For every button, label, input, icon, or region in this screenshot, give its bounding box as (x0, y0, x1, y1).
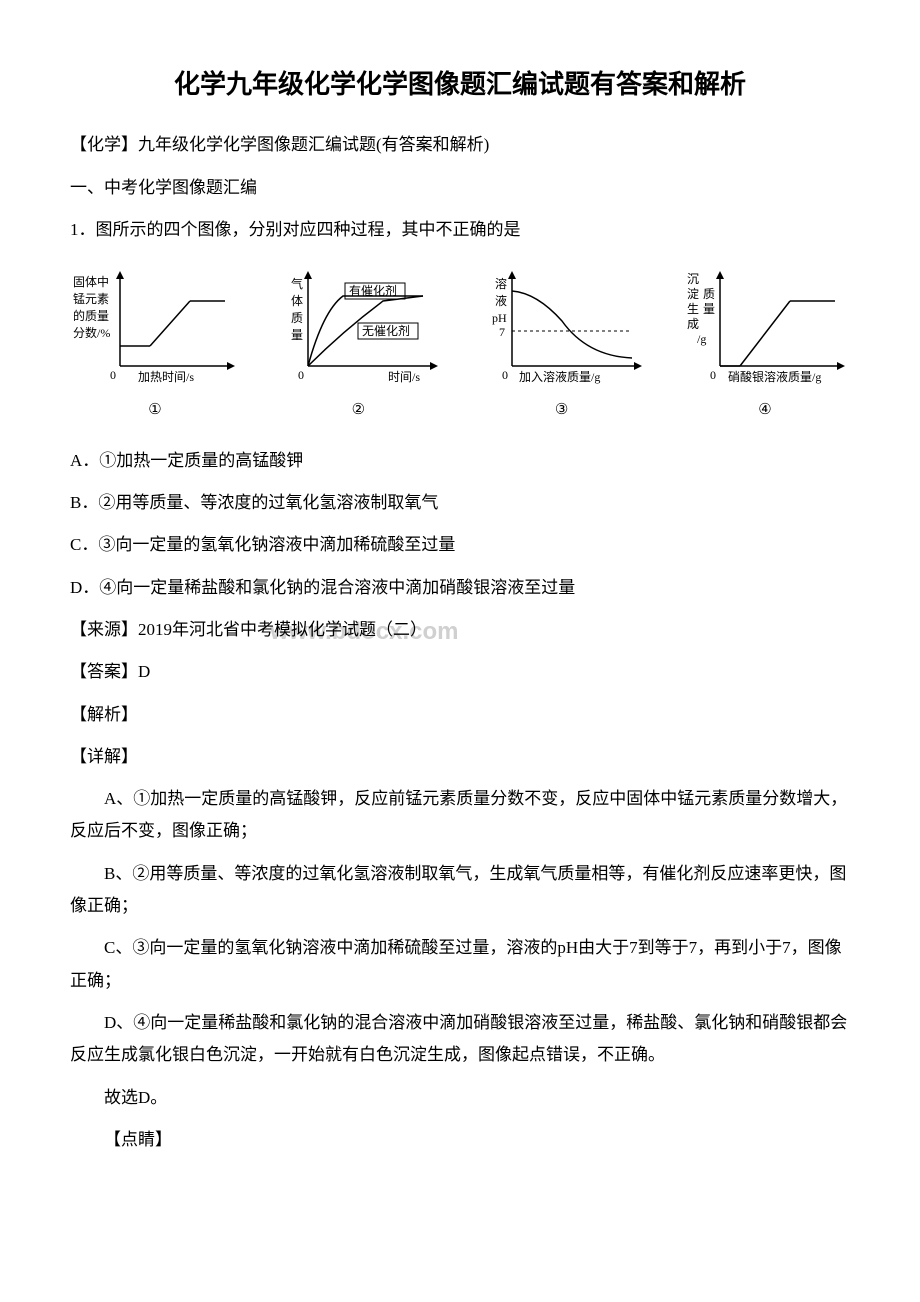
chart2-ylabel-1: 气 (291, 276, 303, 291)
chart4-ylabel-5: /g (697, 332, 706, 346)
chart2-ylabel-3: 质 (291, 311, 303, 325)
chart-1: 固体中 锰元素 的质量 分数/% 0 加热时间/s (70, 261, 240, 391)
question-text: 1．图所示的四个图像，分别对应四种过程，其中不正确的是 (70, 214, 850, 246)
chart-1-container: 固体中 锰元素 的质量 分数/% 0 加热时间/s ① (70, 261, 240, 425)
section-header: 一、中考化学图像题汇编 (70, 172, 850, 204)
chart4-ylabel2-2: 量 (703, 302, 715, 316)
subtitle: 【化学】九年级化学化学图像题汇编试题(有答案和解析) (70, 129, 850, 161)
charts-row: 固体中 锰元素 的质量 分数/% 0 加热时间/s ① 有催化剂 无催化剂 气 … (70, 261, 850, 425)
chart1-circle-label: ① (148, 396, 161, 425)
chart3-origin: 0 (502, 368, 508, 382)
explanation-b: B、②用等质量、等浓度的过氧化氢溶液制取氧气，生成氧气质量相等，有催化剂反应速率… (70, 858, 850, 923)
chart3-ylabel-1: 溶 (495, 276, 507, 291)
analysis-label: 【解析】 (70, 699, 850, 731)
chart2-xlabel: 时间/s (388, 370, 420, 384)
chart3-ytick: 7 (499, 325, 505, 339)
chart4-ylabel2-1: 质 (703, 287, 715, 301)
chart2-ylabel-2: 体 (291, 294, 303, 308)
option-a: A．①加热一定质量的高锰酸钾 (70, 445, 850, 477)
chart4-ylabel-1: 沉 (687, 272, 699, 286)
detail-label: 【详解】 (70, 741, 850, 773)
chart-4: 沉 淀 生 成 质 量 /g 0 硝酸银溶液质量/g (680, 261, 850, 391)
chart4-ylabel-3: 生 (687, 302, 699, 316)
chart4-xlabel: 硝酸银溶液质量/g (728, 369, 821, 384)
chart1-ylabel-2: 锰元素 (73, 291, 109, 306)
chart4-ylabel-4: 成 (687, 317, 699, 331)
chart4-origin: 0 (710, 368, 716, 382)
conclusion: 故选D。 (70, 1082, 850, 1114)
chart-3-container: 溶 液 pH 7 0 加入溶液质量/g ③ (477, 261, 647, 425)
chart2-circle-label: ② (352, 396, 365, 425)
chart2-origin: 0 (298, 368, 304, 382)
chart-3: 溶 液 pH 7 0 加入溶液质量/g (477, 261, 647, 391)
chart1-ylabel-1: 固体中 (73, 274, 109, 289)
explanation-a: A、①加热一定质量的高锰酸钾，反应前锰元素质量分数不变，反应中固体中锰元素质量分… (70, 783, 850, 848)
chart1-ylabel-4: 分数/% (73, 325, 110, 340)
source-text: 【来源】2019年河北省中考模拟化学试题（二） (70, 620, 427, 639)
chart2-ylabel-4: 量 (291, 328, 303, 342)
explanation-c: C、③向一定量的氢氧化钠溶液中滴加稀硫酸至过量，溶液的pH由大于7到等于7，再到… (70, 932, 850, 997)
chart1-ylabel-3: 的质量 (73, 308, 109, 323)
chart1-xlabel: 加热时间/s (138, 370, 194, 384)
chart2-curve2-label: 无催化剂 (362, 323, 410, 338)
chart4-ylabel-2: 淀 (687, 287, 699, 301)
chart3-xlabel: 加入溶液质量/g (519, 369, 600, 384)
page-title: 化学九年级化学化学图像题汇编试题有答案和解析 (70, 60, 850, 109)
chart1-origin: 0 (110, 368, 116, 382)
explanation-d: D、④向一定量稀盐酸和氯化钠的混合溶液中滴加硝酸银溶液至过量，稀盐酸、氯化钠和硝… (70, 1007, 850, 1072)
chart3-ylabel-3: pH (492, 311, 507, 325)
chart2-curve1-label: 有催化剂 (349, 283, 397, 298)
tip-label: 【点睛】 (70, 1124, 850, 1156)
source-line: 【来源】2019年河北省中考模拟化学试题（二） www.bdocx.com (70, 614, 850, 646)
chart3-circle-label: ③ (555, 396, 568, 425)
option-c: C．③向一定量的氢氧化钠溶液中滴加稀硫酸至过量 (70, 529, 850, 561)
chart-4-container: 沉 淀 生 成 质 量 /g 0 硝酸银溶液质量/g ④ (680, 261, 850, 425)
option-d: D．④向一定量稀盐酸和氯化钠的混合溶液中滴加硝酸银溶液至过量 (70, 572, 850, 604)
option-b: B．②用等质量、等浓度的过氧化氢溶液制取氧气 (70, 487, 850, 519)
chart3-ylabel-2: 液 (495, 293, 507, 308)
chart4-circle-label: ④ (758, 396, 771, 425)
answer: 【答案】D (70, 656, 850, 688)
chart-2-container: 有催化剂 无催化剂 气 体 质 量 0 时间/s ② (273, 261, 443, 425)
chart-2: 有催化剂 无催化剂 气 体 质 量 0 时间/s (273, 261, 443, 391)
